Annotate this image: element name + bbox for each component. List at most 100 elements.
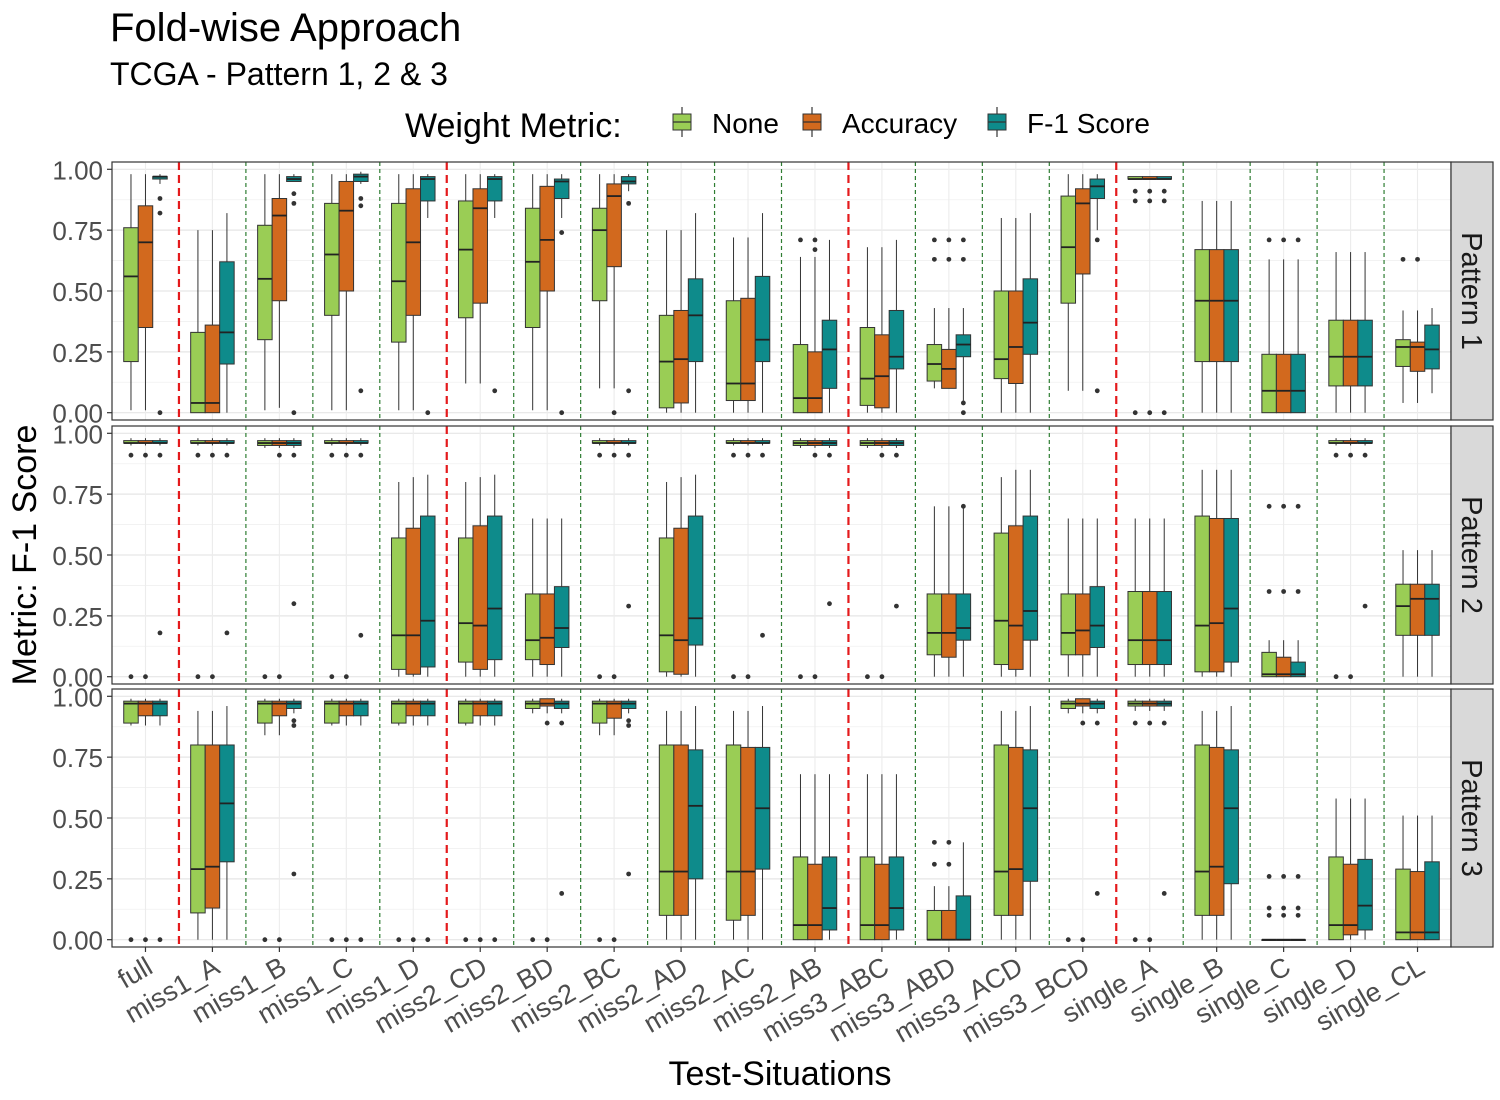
box-accuracy xyxy=(941,839,957,941)
box-accuracy xyxy=(807,438,823,680)
box-body xyxy=(926,344,943,382)
outlier-point xyxy=(329,937,335,943)
box-accuracy xyxy=(472,698,488,943)
box-none xyxy=(1395,550,1411,677)
box-accuracy xyxy=(740,438,756,680)
box-body xyxy=(553,586,570,648)
outlier-point xyxy=(128,674,134,680)
box-body xyxy=(420,700,436,717)
box-f-1-score xyxy=(620,438,637,609)
box-f-1-score xyxy=(821,438,838,607)
box-body xyxy=(993,744,1010,916)
box-f-1-score xyxy=(1156,698,1172,896)
box-body xyxy=(1223,249,1239,363)
outlier-point xyxy=(358,937,364,943)
box-body xyxy=(1409,871,1426,941)
box-body xyxy=(457,537,474,663)
outlier-point xyxy=(1348,674,1353,680)
box-body xyxy=(993,290,1010,380)
outlier-point xyxy=(425,937,431,943)
box-body xyxy=(1395,583,1411,636)
outlier-point xyxy=(946,861,952,867)
outlier-point xyxy=(291,452,297,458)
outlier-point xyxy=(894,603,899,609)
box-none xyxy=(725,438,742,680)
box-body xyxy=(1060,700,1077,709)
box-f-1-score xyxy=(821,774,838,940)
box-f-1-score xyxy=(1089,698,1106,896)
outlier-point xyxy=(731,674,736,680)
box-f-1-score xyxy=(955,503,972,677)
outlier-point xyxy=(1147,188,1153,194)
outlier-point xyxy=(544,720,550,726)
outlier-point xyxy=(492,388,498,394)
outlier-point xyxy=(931,861,937,867)
box-accuracy xyxy=(941,237,957,389)
outlier-point xyxy=(812,247,818,253)
outlier-point xyxy=(544,937,550,943)
box-accuracy xyxy=(1409,256,1426,403)
facet-strip-label: Pattern 3 xyxy=(1455,759,1487,877)
box-body xyxy=(1022,278,1039,355)
legend-label: F-1 Score xyxy=(1027,108,1150,139)
box-f-1-score xyxy=(1424,550,1440,677)
outlier-point xyxy=(611,410,617,416)
box-body xyxy=(673,744,689,916)
box-none xyxy=(257,438,273,680)
outlier-point xyxy=(358,452,364,458)
box-none xyxy=(324,438,340,680)
box-body xyxy=(353,173,369,182)
outlier-point xyxy=(812,674,818,680)
box-body xyxy=(420,176,436,202)
box-body xyxy=(1208,517,1225,673)
box-f-1-score xyxy=(420,174,436,416)
outlier-point xyxy=(1266,874,1272,879)
box-accuracy xyxy=(472,174,488,384)
box-f-1-score xyxy=(888,438,905,609)
box-body xyxy=(1089,700,1106,709)
facet-strip-label: Pattern 1 xyxy=(1455,232,1487,350)
outlier-point xyxy=(530,937,536,943)
outlier-point xyxy=(291,723,297,728)
box-none xyxy=(1395,256,1411,403)
box-body xyxy=(821,319,838,389)
box-accuracy xyxy=(606,698,622,943)
box-f-1-score xyxy=(1357,798,1373,940)
outlier-point xyxy=(291,718,297,724)
box-accuracy xyxy=(807,237,823,414)
outlier-point xyxy=(946,237,952,243)
outlier-point xyxy=(1147,198,1153,204)
box-body xyxy=(1357,858,1373,931)
box-body xyxy=(420,515,436,668)
box-body xyxy=(955,593,972,641)
outlier-point xyxy=(760,632,765,638)
outlier-point xyxy=(1132,937,1138,943)
box-body xyxy=(821,856,838,931)
box-body xyxy=(391,202,407,343)
box-f-1-score xyxy=(754,438,771,638)
outlier-point xyxy=(1147,937,1153,943)
outlier-point xyxy=(1295,912,1301,918)
legend: Weight Metric: None Accuracy F-1 Score xyxy=(405,107,1150,145)
box-body xyxy=(539,593,555,666)
box-f-1-score xyxy=(353,698,369,943)
facet-panel: Pattern 3 0.00 0.25 0.50 0.75 1.00 xyxy=(52,682,1494,956)
box-f-1-score xyxy=(1223,469,1239,677)
box-none xyxy=(926,237,943,389)
box-body xyxy=(204,744,221,909)
outlier-point xyxy=(798,237,803,243)
outlier-point xyxy=(812,237,818,243)
box-none xyxy=(591,438,608,680)
box-body xyxy=(1261,651,1277,678)
box-body xyxy=(1060,593,1077,656)
box-accuracy xyxy=(1075,698,1091,943)
box-body xyxy=(1409,583,1426,636)
box-f-1-score xyxy=(1022,469,1039,677)
box-body xyxy=(725,744,742,921)
box-f-1-score xyxy=(486,474,503,677)
outlier-point xyxy=(195,674,201,680)
box-body xyxy=(472,525,488,670)
box-accuracy xyxy=(1008,710,1024,940)
box-f-1-score xyxy=(687,474,704,677)
box-f-1-score xyxy=(286,174,302,416)
